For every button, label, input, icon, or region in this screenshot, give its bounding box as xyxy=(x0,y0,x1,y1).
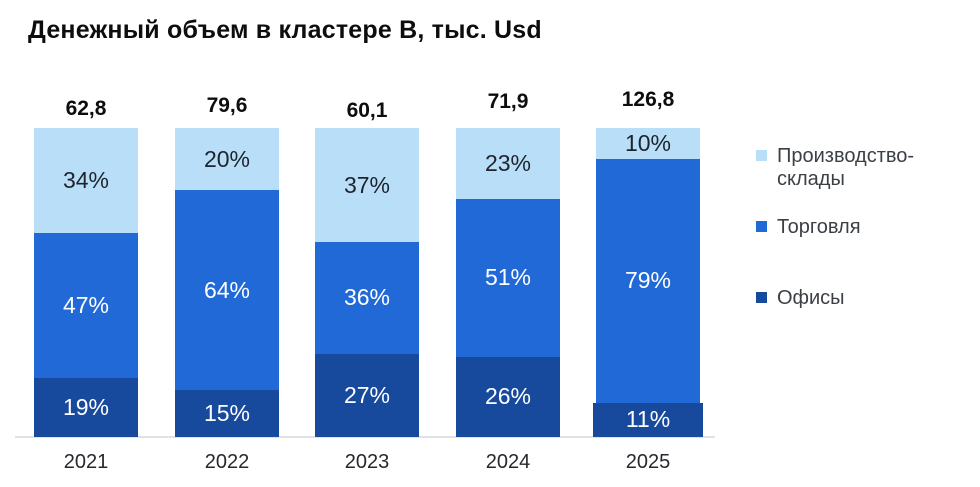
segment-value-label: 20% xyxy=(203,145,251,172)
bar-segment-2025-1: 10% xyxy=(596,128,700,159)
bar-stack-2023: 37% 36% 27% xyxy=(315,128,419,437)
bar-segment-2022-3: 15% xyxy=(175,390,279,437)
segment-value-label: 15% xyxy=(203,400,251,427)
segment-value-label: 37% xyxy=(343,171,391,198)
total-label-2022: 79,6 xyxy=(206,94,248,117)
total-label-2023: 60,1 xyxy=(346,99,388,122)
bar-2024: 71,9 23% 51% 26% 2024 xyxy=(456,90,560,473)
legend-label: Офисы xyxy=(777,287,845,309)
bar-segment-2022-1: 20% xyxy=(175,128,279,191)
segment-value-label: 51% xyxy=(484,264,532,291)
bar-segment-2023-3: 27% xyxy=(315,353,419,437)
segment-value-label: 47% xyxy=(62,292,110,319)
bar-segment-2021-1: 34% xyxy=(34,128,138,234)
plot-area: 62,8 34% 47% 19% 2021 79,6 20% 64% 15% 2022 60,1 37… xyxy=(15,88,724,473)
legend-swatch-icon xyxy=(756,292,767,303)
bar-segment-2021-3: 19% xyxy=(34,378,138,437)
x-axis-label-2022: 2022 xyxy=(204,451,250,473)
bar-segment-2024-1: 23% xyxy=(456,128,560,200)
bar-segment-2022-2: 64% xyxy=(175,190,279,391)
segment-value-label: 10% xyxy=(624,129,672,156)
total-label-2024: 71,9 xyxy=(487,90,529,113)
bar-stack-2021: 34% 47% 19% xyxy=(34,128,138,437)
bar-2025: 126,8 10% 79% 11% 2025 xyxy=(593,88,703,473)
x-axis-line xyxy=(15,436,715,438)
bar-segment-2025-2: 79% xyxy=(596,158,700,403)
chart-title: Денежный объем в кластере В, тыс. Usd xyxy=(28,16,542,44)
bar-segment-2025-3: 11% xyxy=(593,403,703,437)
bar-segment-2023-1: 37% xyxy=(315,128,419,243)
segment-value-label: 79% xyxy=(624,267,672,294)
legend-label: Производство-склады xyxy=(777,145,915,190)
bar-2023: 60,1 37% 36% 27% 2023 xyxy=(315,99,419,473)
bar-segment-2021-2: 47% xyxy=(34,233,138,379)
legend-label: Торговля xyxy=(777,216,861,238)
segment-value-label: 34% xyxy=(62,167,110,194)
bar-segment-2024-2: 51% xyxy=(456,199,560,357)
bar-segment-2024-3: 26% xyxy=(456,356,560,437)
segment-value-label: 23% xyxy=(484,150,532,177)
segment-value-label: 36% xyxy=(343,284,391,311)
legend-item-3: Офисы xyxy=(756,287,947,310)
x-axis-label-2023: 2023 xyxy=(344,451,390,473)
bar-stack-2022: 20% 64% 15% xyxy=(175,128,279,437)
total-label-2021: 62,8 xyxy=(65,97,107,120)
x-axis-label-2021: 2021 xyxy=(63,451,109,473)
legend-swatch-icon xyxy=(756,221,767,232)
segment-value-label: 64% xyxy=(203,276,251,303)
legend-item-2: Торговля xyxy=(756,216,947,239)
x-axis-label-2025: 2025 xyxy=(625,451,671,473)
bar-stack-2024: 23% 51% 26% xyxy=(456,128,560,437)
bar-stack-2025: 10% 79% 11% xyxy=(593,128,703,437)
segment-value-label: 27% xyxy=(343,381,391,408)
bar-2022: 79,6 20% 64% 15% 2022 xyxy=(175,94,279,473)
bar-2021: 62,8 34% 47% 19% 2021 xyxy=(34,97,138,473)
x-axis-label-2024: 2024 xyxy=(485,451,531,473)
bar-segment-2023-2: 36% xyxy=(315,242,419,354)
legend-item-1: Производство-склады xyxy=(756,145,947,191)
segment-value-label: 19% xyxy=(62,394,110,421)
segment-value-label: 11% xyxy=(625,406,671,433)
legend-swatch-icon xyxy=(756,150,767,161)
segment-value-label: 26% xyxy=(484,383,532,410)
total-label-2025: 126,8 xyxy=(621,88,675,111)
